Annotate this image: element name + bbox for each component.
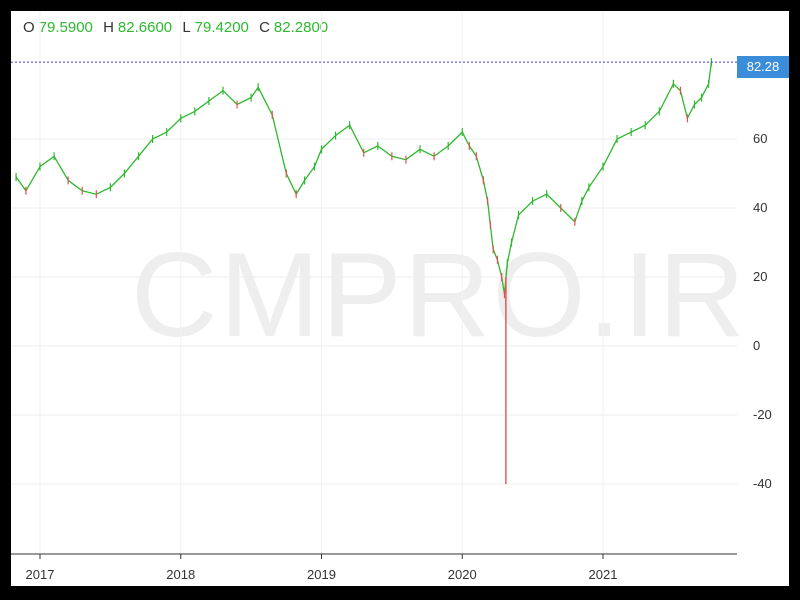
close-label: C (259, 19, 270, 36)
x-tick-label: 2017 (26, 567, 55, 582)
price-series-line (15, 62, 713, 295)
x-tick-label: 2019 (307, 567, 336, 582)
close-value: 82.2800 (273, 19, 329, 36)
x-tick-label: 2020 (448, 567, 477, 582)
y-tick-label: 20 (753, 269, 767, 284)
y-tick-label: -20 (753, 407, 772, 422)
open-label: O (23, 19, 35, 36)
high-value: 82.6600 (117, 19, 173, 36)
ohlc-readout: O 79.5900 H 82.6600 L 79.4200 C 82.2800 (23, 19, 334, 36)
y-tick-label: 60 (753, 131, 767, 146)
watermark: CMPRO.IR (131, 228, 747, 362)
high-label: H (103, 19, 114, 36)
y-tick-label: -40 (753, 476, 772, 491)
y-tick-label: 40 (753, 200, 767, 215)
chart-frame: O 79.5900 H 82.6600 L 79.4200 C 82.2800 CMPR… (11, 11, 789, 586)
y-tick-label: 0 (753, 338, 760, 353)
x-tick-label: 2021 (589, 567, 618, 582)
price-chart[interactable]: 60 40 20 0 -20 -40 2017 2018 2019 2020 2021 (11, 11, 789, 586)
x-tick-label: 2018 (166, 567, 195, 582)
open-value: 79.5900 (38, 19, 93, 36)
low-label: L (182, 19, 191, 36)
low-value: 79.4200 (194, 19, 249, 36)
last-price-badge: 82.28 (737, 56, 789, 78)
